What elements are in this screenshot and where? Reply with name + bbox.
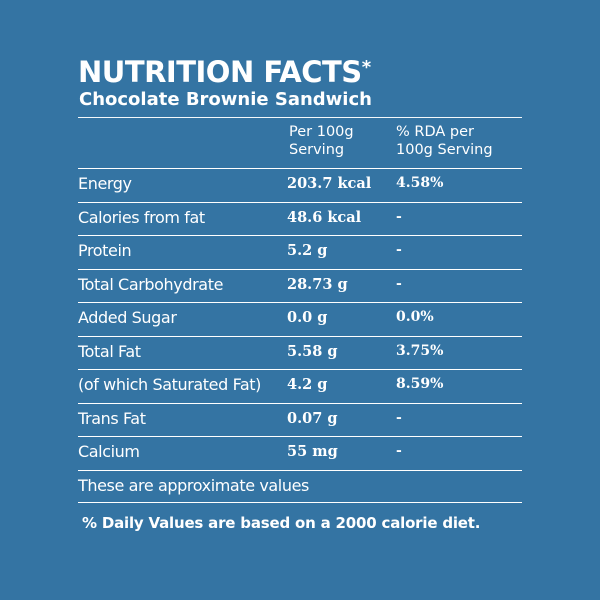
per-100g-column-header: Per 100g Serving <box>289 124 354 158</box>
table-row: Calories from fat 48.6 kcal - <box>78 201 522 236</box>
column-header-row: Per 100g Serving % RDA per 100g Serving <box>78 118 522 168</box>
table-row: Trans Fat 0.07 g - <box>78 402 522 437</box>
nutrient-label: Calcium <box>78 442 140 461</box>
table-row: Protein 5.2 g - <box>78 235 522 269</box>
nutrient-label: Added Sugar <box>78 308 177 327</box>
nutrient-value: 0.0 g <box>287 309 328 326</box>
table-row: Calcium 55 mg - <box>78 436 522 470</box>
nutrient-rda: 0.0% <box>396 309 434 325</box>
nutrient-value: 4.2 g <box>287 376 328 393</box>
nutrient-value: 203.7 kcal <box>287 175 372 192</box>
top-divider <box>78 117 522 118</box>
nutrient-rda: - <box>396 242 402 258</box>
nutrient-label: Total Fat <box>78 341 141 361</box>
daily-values-footnote: % Daily Values are based on a 2000 calor… <box>82 513 481 532</box>
table-row: (of which Saturated Fat) 4.2 g 8.59% <box>78 369 522 403</box>
page-title: NUTRITION FACTS* <box>78 55 371 89</box>
nutrient-value: 55 mg <box>287 443 338 460</box>
table-row: Total Carbohydrate 28.73 g - <box>78 268 522 303</box>
nutrient-rda: 8.59% <box>396 376 444 392</box>
nutrient-label: Calories from fat <box>78 207 205 227</box>
table-row: Added Sugar 0.0 g 0.0% <box>78 302 522 336</box>
nutrient-value: 5.58 g <box>287 342 338 360</box>
nutrient-rda: - <box>396 443 402 459</box>
rda-column-header: % RDA per 100g Serving <box>396 124 493 158</box>
nutrient-value: 48.6 kcal <box>287 208 362 226</box>
nutrient-table: Energy 203.7 kcal 4.58% Calories from fa… <box>78 168 522 503</box>
nutrient-rda: - <box>396 409 402 426</box>
table-row: Total Fat 5.58 g 3.75% <box>78 335 522 370</box>
nutrient-value: 28.73 g <box>287 275 348 293</box>
product-name: Chocolate Brownie Sandwich <box>79 89 372 110</box>
table-row: Energy 203.7 kcal 4.58% <box>78 168 522 202</box>
nutrient-value: 0.07 g <box>287 409 338 427</box>
nutrient-label: (of which Saturated Fat) <box>78 375 262 394</box>
title-asterisk: * <box>361 57 371 78</box>
approximation-note: These are approximate values <box>78 475 309 495</box>
nutrient-rda: 4.58% <box>396 175 444 191</box>
nutrient-rda: 3.75% <box>396 342 444 359</box>
nutrient-value: 5.2 g <box>287 242 328 259</box>
nutrition-facts-panel: NUTRITION FACTS* Chocolate Brownie Sandw… <box>78 56 522 532</box>
nutrient-rda: - <box>396 275 402 292</box>
nutrient-label: Protein <box>78 241 132 260</box>
nutrient-label: Energy <box>78 174 132 193</box>
nutrient-label: Trans Fat <box>78 408 146 428</box>
approximation-note-row: These are approximate values <box>78 469 522 503</box>
nutrient-label: Total Carbohydrate <box>78 274 224 294</box>
nutrient-rda: - <box>396 208 402 225</box>
